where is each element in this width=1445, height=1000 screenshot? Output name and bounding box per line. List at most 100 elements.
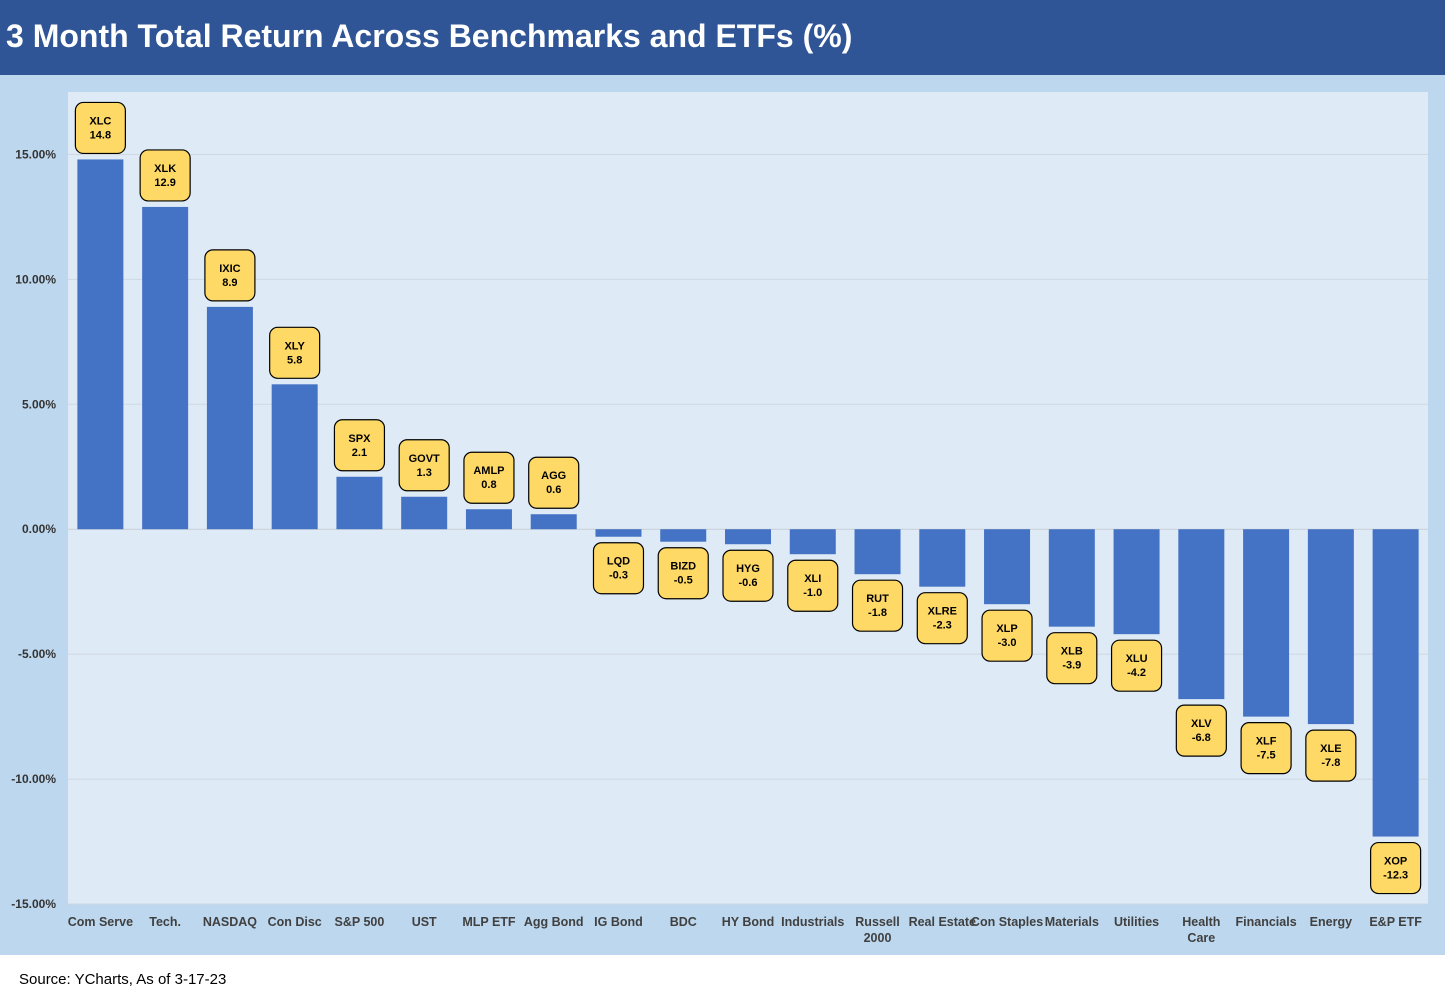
x-category-label: S&P 500 bbox=[335, 915, 385, 929]
data-label-value: 0.8 bbox=[481, 479, 496, 491]
x-category-label: Tech. bbox=[149, 915, 181, 929]
data-label-value: -7.5 bbox=[1257, 750, 1276, 762]
data-label-value: -7.8 bbox=[1321, 757, 1340, 769]
data-label-ticker: HYG bbox=[736, 563, 760, 575]
data-label-ticker: XLY bbox=[284, 340, 305, 352]
data-label-value: 5.8 bbox=[287, 354, 302, 366]
y-tick-label: -15.00% bbox=[11, 897, 56, 911]
data-label-ticker: XLE bbox=[1320, 743, 1341, 755]
data-label-badge bbox=[528, 456, 580, 509]
bar bbox=[725, 529, 771, 545]
data-label-ticker: XLU bbox=[1126, 653, 1148, 665]
bar bbox=[271, 384, 318, 530]
data-label-badge bbox=[787, 559, 839, 612]
data-label-badge bbox=[1240, 722, 1292, 775]
data-label-badge bbox=[722, 549, 774, 602]
source-note: Source: YCharts, As of 3-17-23 bbox=[19, 971, 227, 988]
x-category-label: 2000 bbox=[864, 931, 892, 945]
bar bbox=[1178, 529, 1225, 700]
data-label-value: -12.3 bbox=[1383, 870, 1408, 882]
x-category-label: Care bbox=[1187, 931, 1215, 945]
chart-area: 15.00% 10.00% 5.00% 0.00% -5.00% -10.00% -15.0… bbox=[0, 75, 1445, 955]
x-category-label: Materials bbox=[1045, 915, 1099, 929]
data-label-badge bbox=[1110, 639, 1163, 692]
data-label-badge bbox=[333, 419, 386, 472]
y-tick-label: 5.00% bbox=[22, 397, 56, 411]
title-bar: 3 Month Total Return Across Benchmarks a… bbox=[0, 0, 1445, 75]
data-label-ticker: XLP bbox=[996, 623, 1017, 635]
x-category-label: IG Bond bbox=[594, 915, 643, 929]
data-label-ticker: XLK bbox=[154, 163, 176, 175]
data-label-badge bbox=[398, 439, 450, 492]
x-category-label: Financials bbox=[1236, 915, 1297, 929]
data-label-badge bbox=[139, 149, 191, 202]
data-label-value: -1.0 bbox=[803, 587, 822, 599]
data-label-value: 2.1 bbox=[352, 447, 367, 459]
bar bbox=[401, 496, 448, 530]
data-label-value: 14.8 bbox=[90, 129, 111, 141]
data-label-badge bbox=[592, 542, 645, 595]
data-label-value: -2.3 bbox=[933, 620, 952, 632]
data-label-value: -0.3 bbox=[609, 570, 628, 582]
x-category-label: Utilities bbox=[1114, 915, 1159, 929]
data-label-badge bbox=[204, 249, 256, 302]
data-label-badge bbox=[74, 101, 126, 155]
data-label-value: -3.9 bbox=[1062, 660, 1081, 672]
data-label-ticker: AMLP bbox=[473, 465, 504, 477]
data-label-badge bbox=[916, 592, 968, 645]
data-label-ticker: XLRE bbox=[928, 606, 957, 618]
bar-chart: 15.00% 10.00% 5.00% 0.00% -5.00% -10.00% -15.0… bbox=[11, 92, 1428, 945]
data-label-ticker: BIZD bbox=[670, 561, 696, 573]
x-category-label: Agg Bond bbox=[524, 915, 584, 929]
data-label-badge bbox=[1305, 729, 1357, 782]
x-category-label: NASDAQ bbox=[203, 915, 257, 929]
data-label-ticker: XLV bbox=[1191, 718, 1212, 730]
y-tick-label: -10.00% bbox=[11, 772, 56, 786]
x-category-label: Energy bbox=[1310, 915, 1352, 929]
data-label-badge bbox=[981, 609, 1033, 662]
x-category-label: Com Serve bbox=[68, 915, 133, 929]
data-label-ticker: XLB bbox=[1061, 646, 1083, 658]
data-label-value: -0.6 bbox=[739, 577, 758, 589]
bar bbox=[660, 529, 707, 542]
bar bbox=[530, 514, 577, 530]
y-tick-label: 10.00% bbox=[15, 272, 56, 286]
data-label-ticker: SPX bbox=[348, 433, 371, 445]
data-label-badge bbox=[1046, 632, 1098, 685]
data-label-ticker: RUT bbox=[866, 593, 889, 605]
bar bbox=[984, 529, 1031, 605]
data-label-ticker: LQD bbox=[607, 556, 630, 568]
bar bbox=[1113, 529, 1160, 635]
data-label-value: -4.2 bbox=[1127, 667, 1146, 679]
data-label-badge bbox=[851, 579, 904, 632]
bar bbox=[142, 206, 189, 530]
bar bbox=[1048, 529, 1095, 627]
x-category-label: Health bbox=[1182, 915, 1220, 929]
bar bbox=[465, 509, 512, 530]
bar bbox=[336, 476, 383, 530]
data-label-badge bbox=[269, 326, 321, 379]
data-label-value: -3.0 bbox=[998, 637, 1017, 649]
bar bbox=[789, 529, 836, 555]
x-category-label: Real Estate bbox=[909, 915, 976, 929]
bar bbox=[77, 159, 124, 530]
bar bbox=[1243, 529, 1290, 717]
data-label-value: -0.5 bbox=[674, 575, 693, 587]
x-category-label: UST bbox=[412, 915, 437, 929]
data-label-ticker: XLF bbox=[1256, 736, 1277, 748]
bar bbox=[919, 529, 966, 587]
x-category-label: Con Disc bbox=[268, 915, 322, 929]
data-label-ticker: IXIC bbox=[219, 263, 240, 275]
data-label-ticker: AGG bbox=[541, 470, 566, 482]
data-label-badge bbox=[1370, 841, 1422, 895]
bar bbox=[595, 529, 642, 537]
x-category-label: HY Bond bbox=[722, 915, 775, 929]
data-label-ticker: XLI bbox=[804, 573, 821, 585]
data-label-ticker: XLC bbox=[89, 115, 111, 127]
x-category-label: Russell bbox=[855, 915, 899, 929]
data-label-value: 1.3 bbox=[417, 467, 432, 479]
x-category-label: BDC bbox=[670, 915, 697, 929]
y-tick-label: 0.00% bbox=[22, 522, 56, 536]
x-category-label: E&P ETF bbox=[1369, 915, 1422, 929]
data-label-value: 0.6 bbox=[546, 484, 561, 496]
